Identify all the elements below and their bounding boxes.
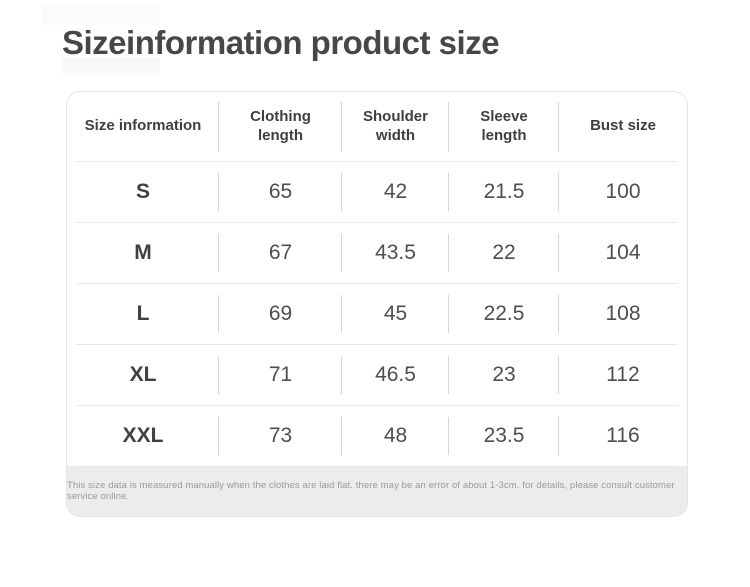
column-divider — [448, 355, 449, 394]
column-divider — [218, 233, 219, 272]
value-cell: 46.5 — [342, 344, 449, 405]
column-divider — [218, 101, 219, 152]
column-divider — [448, 233, 449, 272]
size-cell: L — [67, 283, 219, 344]
value-cell: 45 — [342, 283, 449, 344]
value-cell: 116 — [559, 405, 687, 466]
column-divider — [558, 101, 559, 152]
size-label: S — [135, 179, 150, 203]
column-divider — [448, 294, 449, 333]
table-row-m: M 67 43.5 22 104 — [67, 222, 687, 283]
table-row-s: S 65 42 21.5 100 — [67, 161, 687, 222]
size-table-card: Size information Clothing length Shoulde… — [66, 91, 688, 517]
value-cell: 48 — [342, 405, 449, 466]
background-highlight-top — [42, 4, 160, 25]
column-divider — [558, 416, 559, 455]
value-cell: 73 — [219, 405, 342, 466]
size-cell: M — [67, 222, 219, 283]
value-cell: 23 — [449, 344, 559, 405]
sleeve-length-value: 23 — [492, 362, 516, 386]
clothing-length-value: 67 — [268, 240, 293, 264]
size-cell: XXL — [67, 405, 219, 466]
value-cell: 21.5 — [449, 161, 559, 222]
header-label: Size information — [84, 117, 202, 135]
value-cell: 71 — [219, 344, 342, 405]
value-cell: 42 — [342, 161, 449, 222]
value-cell: 104 — [559, 222, 687, 283]
header-cell-clothing-length: Clothing length — [219, 92, 342, 161]
header-cell-sleeve-length: Sleeve length — [449, 92, 559, 161]
bust-size-value: 108 — [605, 301, 641, 325]
sleeve-length-value: 21.5 — [483, 179, 525, 203]
column-divider — [341, 172, 342, 211]
size-label: XL — [129, 362, 157, 386]
clothing-length-value: 69 — [268, 301, 293, 325]
shoulder-width-value: 46.5 — [375, 362, 416, 386]
value-cell: 108 — [559, 283, 687, 344]
column-divider — [341, 416, 342, 455]
clothing-length-value: 65 — [268, 179, 293, 203]
clothing-length-value: 73 — [268, 423, 293, 447]
shoulder-width-value: 43.5 — [375, 240, 416, 264]
size-cell: XL — [67, 344, 219, 405]
bust-size-value: 104 — [605, 240, 641, 264]
bust-size-value: 112 — [606, 362, 640, 386]
column-divider — [218, 294, 219, 333]
header-label: Shoulder width — [362, 107, 428, 144]
sleeve-length-value: 22.5 — [483, 301, 525, 325]
column-divider — [558, 172, 559, 211]
shoulder-width-value: 45 — [383, 301, 408, 325]
value-cell: 65 — [219, 161, 342, 222]
column-divider — [218, 355, 219, 394]
sleeve-length-value: 22 — [492, 240, 516, 264]
header-label: Clothing length — [250, 107, 311, 144]
value-cell: 22.5 — [449, 283, 559, 344]
column-divider — [341, 355, 342, 394]
measurement-note-bar: This size data is measured manually when… — [67, 466, 687, 516]
column-divider — [218, 416, 219, 455]
header-cell-shoulder-width: Shoulder width — [342, 92, 449, 161]
column-divider — [448, 416, 449, 455]
column-divider — [448, 172, 449, 211]
column-divider — [558, 294, 559, 333]
value-cell: 100 — [559, 161, 687, 222]
table-row-l: L 69 45 22.5 108 — [67, 283, 687, 344]
value-cell: 67 — [219, 222, 342, 283]
value-cell: 43.5 — [342, 222, 449, 283]
header-cell-bust-size: Bust size — [559, 92, 687, 161]
size-cell: S — [67, 161, 219, 222]
table-body: S 65 42 21.5 100 M — [67, 161, 687, 466]
header-label: Bust size — [590, 117, 656, 135]
size-label: L — [136, 301, 150, 325]
size-label: XXL — [122, 423, 164, 447]
header-label: Sleeve length — [480, 107, 528, 144]
table-header-row: Size information Clothing length Shoulde… — [67, 92, 687, 161]
column-divider — [341, 294, 342, 333]
value-cell: 69 — [219, 283, 342, 344]
column-divider — [558, 355, 559, 394]
column-divider — [341, 101, 342, 152]
sleeve-length-value: 23.5 — [483, 423, 525, 447]
column-divider — [448, 101, 449, 152]
clothing-length-value: 71 — [268, 362, 293, 386]
value-cell: 112 — [559, 344, 687, 405]
bust-size-value: 116 — [606, 423, 640, 447]
value-cell: 23.5 — [449, 405, 559, 466]
background-highlight-under-title — [62, 57, 160, 73]
size-label: M — [134, 240, 152, 264]
shoulder-width-value: 48 — [383, 423, 408, 447]
column-divider — [341, 233, 342, 272]
value-cell: 22 — [449, 222, 559, 283]
table-row-xl: XL 71 46.5 23 112 — [67, 344, 687, 405]
measurement-note-text: This size data is measured manually when… — [67, 480, 675, 502]
page-title: Sizeinformation product size — [62, 24, 500, 61]
header-cell-size-information: Size information — [67, 92, 219, 161]
shoulder-width-value: 42 — [383, 179, 408, 203]
column-divider — [558, 233, 559, 272]
column-divider — [218, 172, 219, 211]
table-row-xxl: XXL 73 48 23.5 116 — [67, 405, 687, 466]
bust-size-value: 100 — [605, 179, 641, 203]
